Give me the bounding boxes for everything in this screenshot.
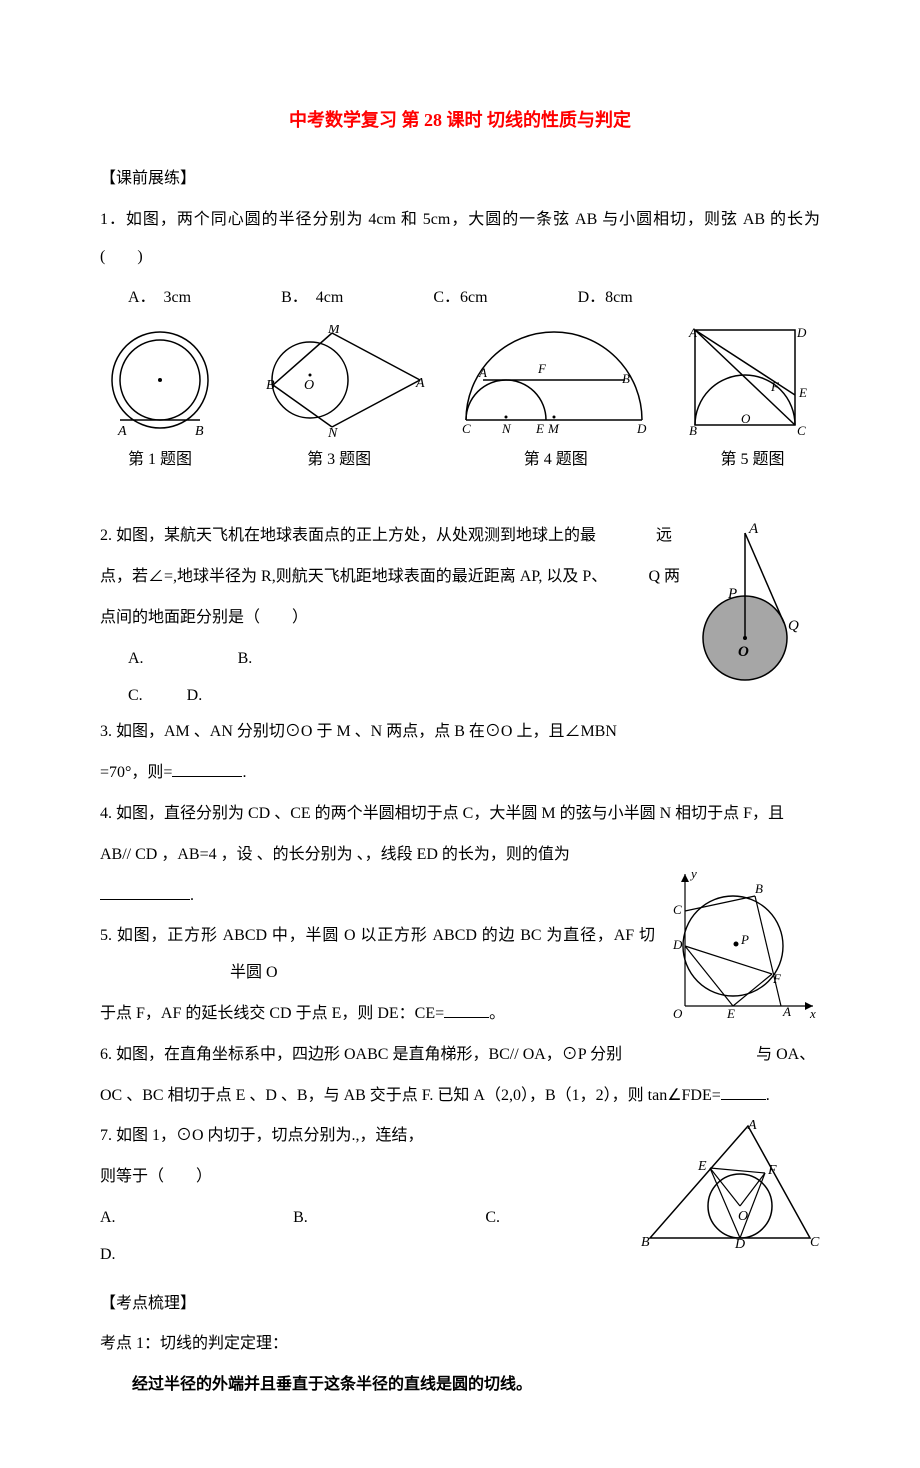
svg-text:B: B: [689, 423, 697, 438]
svg-text:E: E: [726, 1006, 735, 1021]
q3-blank: [172, 776, 242, 777]
svg-text:O: O: [741, 411, 751, 426]
svg-text:F: F: [537, 361, 547, 376]
svg-text:N: N: [501, 421, 512, 436]
q1-text: 1．如图，两个同心圆的半径分别为 4cm 和 5cm，大圆的一条弦 AB 与小圆…: [100, 211, 820, 265]
q4-line1: 4. 如图，直径分别为 CD 、CE 的两个半圆相切于点 C，大半圆 M 的弦与…: [100, 796, 820, 833]
q6-line2a: OC 、BC 相切于点 E 、D 、B，与 AB 交于点 F. 已知 A（2,0…: [100, 1087, 721, 1104]
svg-text:C: C: [462, 421, 471, 436]
q5-line2a: 于点 F，AF 的延长线交 CD 于点 E，则 DE：CE=: [100, 1005, 444, 1022]
q5-blank: [444, 1017, 489, 1018]
svg-text:O: O: [304, 378, 314, 393]
q6-line1: 6. 如图，在直角坐标系中，四边形 OABC 是直角梯形，BC// OA，⊙P …: [100, 1037, 820, 1074]
svg-text:E: E: [697, 1159, 707, 1174]
q3-line2a: =70°，则=: [100, 764, 172, 781]
q5-line1-text: 5. 如图，正方形 ABCD 中，半圆 O 以正方形 ABCD 的边 BC 为直…: [100, 927, 655, 944]
svg-text:B: B: [641, 1235, 650, 1248]
svg-text:P: P: [740, 932, 749, 947]
q5-line1-tail: 半圆 O: [230, 964, 278, 981]
svg-text:F: F: [770, 379, 780, 394]
svg-text:C: C: [673, 902, 682, 917]
figure-q7: A B C D E F O: [640, 1118, 820, 1248]
figure-3: O A M N B 第 3 题图: [252, 325, 427, 479]
figure-q6: x y O A B C D E F P: [665, 866, 820, 1021]
kp1-body: 经过半径的外端并且垂直于这条半径的直线是圆的切线。: [100, 1367, 820, 1404]
q3-line2b: .: [242, 764, 246, 781]
q5-line2b: 。: [489, 1005, 505, 1022]
svg-text:B: B: [622, 371, 630, 386]
svg-text:E: E: [798, 385, 807, 400]
q6-line1-tail: 与 OA、: [756, 1046, 815, 1063]
section-kaodian: 【考点梳理】: [100, 1286, 820, 1323]
fig3-caption: 第 3 题图: [307, 442, 371, 479]
figure-1: A B 第 1 题图: [100, 325, 220, 479]
q4-blank: [100, 899, 190, 900]
svg-text:D: D: [672, 937, 683, 952]
svg-text:D: D: [796, 325, 807, 340]
q2-line1: 2. 如图，某航天飞机在地球表面点的正上方处，从处观测到地球上的最: [100, 527, 596, 544]
q6-line2b: .: [766, 1087, 770, 1104]
q2-line2: 点，若∠=,地球半径为 R,则航天飞机距地球表面的最近距离 AP, 以及 P、: [100, 568, 607, 585]
q2-opt-c: C.: [128, 687, 143, 704]
svg-text:A: A: [747, 1118, 757, 1133]
q1-opt-a: A． 3cm: [128, 280, 191, 317]
fig1-caption: 第 1 题图: [128, 442, 192, 479]
svg-text:A: A: [117, 424, 127, 439]
svg-text:C: C: [797, 423, 806, 438]
kp1-head: 考点 1：切线的判定定理：: [100, 1326, 820, 1363]
section-pre-exercise: 【课前展练】: [100, 161, 820, 198]
q3-line2: =70°，则=.: [100, 755, 820, 792]
svg-text:O: O: [738, 644, 749, 660]
q4-period: .: [190, 887, 194, 904]
svg-text:O: O: [673, 1006, 683, 1021]
svg-text:P: P: [727, 586, 737, 602]
svg-text:A: A: [688, 325, 697, 340]
svg-text:B: B: [755, 881, 763, 896]
q1-options: A． 3cm B． 4cm C．6cm D．8cm: [128, 280, 820, 317]
q7-opt-d: D.: [100, 1246, 116, 1263]
q2-opt-a: A.: [128, 650, 144, 667]
svg-text:M: M: [547, 421, 560, 436]
svg-text:N: N: [327, 426, 338, 440]
q2-line2-tail: Q 两: [648, 559, 680, 596]
svg-text:M: M: [327, 325, 341, 337]
q6-line2: OC 、BC 相切于点 E 、D 、B，与 AB 交于点 F. 已知 A（2,0…: [100, 1078, 820, 1115]
q7-opt-c: C.: [485, 1209, 500, 1226]
svg-text:A: A: [415, 376, 425, 391]
svg-text:A: A: [478, 365, 487, 380]
q1-stem: 1．如图，两个同心圆的半径分别为 4cm 和 5cm，大圆的一条弦 AB 与小圆…: [100, 202, 820, 276]
q7-opt-a: A.: [100, 1209, 116, 1226]
svg-text:F: F: [772, 971, 782, 986]
svg-text:A: A: [748, 521, 759, 537]
svg-text:E: E: [535, 421, 544, 436]
figure-row: A B 第 1 题图 O A M N B 第 3 题图: [100, 325, 820, 479]
svg-text:y: y: [689, 866, 697, 881]
svg-text:B: B: [195, 424, 204, 439]
svg-text:C: C: [810, 1235, 820, 1248]
svg-text:O: O: [738, 1209, 748, 1224]
q7-opt-b: B.: [293, 1209, 308, 1226]
q6-line1-text: 6. 如图，在直角坐标系中，四边形 OABC 是直角梯形，BC// OA，⊙P …: [100, 1046, 622, 1063]
svg-text:x: x: [809, 1006, 816, 1021]
q2-line1-tail: 远: [656, 518, 672, 555]
q2-opt-b: B.: [238, 650, 253, 667]
figure-4: A B C D E M N F 第 4 题图: [458, 325, 653, 479]
q3-line1: 3. 如图，AM 、AN 分别切⊙O 于 M 、N 两点，点 B 在⊙O 上，且…: [100, 714, 820, 751]
svg-text:D: D: [636, 421, 647, 436]
q1-opt-b: B． 4cm: [281, 280, 343, 317]
svg-text:B: B: [266, 378, 275, 393]
q1-opt-d: D．8cm: [578, 280, 633, 317]
q2-opt-d: D.: [187, 687, 203, 704]
figure-q2: A P Q O: [690, 518, 820, 688]
svg-text:F: F: [767, 1163, 777, 1178]
page-title: 中考数学复习 第 28 课时 切线的性质与判定: [100, 100, 820, 141]
svg-text:D: D: [734, 1237, 745, 1248]
q1-opt-c: C．6cm: [433, 280, 487, 317]
svg-text:A: A: [782, 1004, 791, 1019]
figure-5: A D B C E F O 第 5 题图: [685, 325, 820, 479]
fig4-caption: 第 4 题图: [524, 442, 588, 479]
fig5-caption: 第 5 题图: [720, 442, 784, 479]
svg-text:Q: Q: [788, 618, 799, 634]
q6-blank: [721, 1099, 766, 1100]
